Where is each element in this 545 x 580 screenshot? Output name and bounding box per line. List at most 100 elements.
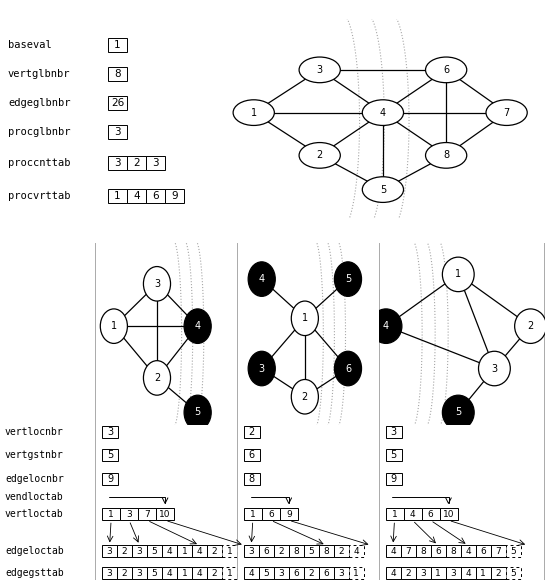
Text: 6: 6 (435, 547, 441, 556)
Bar (385, 450, 402, 461)
Text: 3: 3 (420, 569, 426, 578)
Text: 5: 5 (345, 274, 351, 284)
Bar (445, 567, 461, 579)
Bar (102, 567, 117, 579)
Text: 8: 8 (114, 69, 121, 79)
Circle shape (291, 379, 318, 414)
Bar (461, 545, 475, 557)
Text: 2: 2 (122, 569, 128, 578)
Bar (102, 508, 120, 520)
Text: vertglbnbr: vertglbnbr (8, 69, 70, 79)
Text: 2: 2 (405, 569, 411, 578)
Bar (147, 545, 162, 557)
Bar (319, 545, 334, 557)
Text: 8: 8 (443, 150, 449, 161)
Circle shape (370, 309, 402, 343)
Bar (259, 567, 274, 579)
Text: 9: 9 (390, 474, 397, 484)
Bar (102, 426, 118, 438)
Bar (108, 96, 127, 110)
Bar (475, 567, 490, 579)
Text: 7: 7 (495, 547, 501, 556)
Text: 1: 1 (227, 547, 233, 556)
Text: 1: 1 (353, 569, 359, 578)
Text: 1: 1 (455, 269, 461, 280)
Text: 1: 1 (111, 321, 117, 331)
Text: 3: 3 (126, 510, 132, 519)
Text: 1: 1 (480, 569, 486, 578)
Bar (244, 567, 259, 579)
Text: 6: 6 (428, 510, 433, 519)
Bar (415, 545, 431, 557)
Bar (421, 508, 439, 520)
Text: 2: 2 (338, 547, 344, 556)
Bar (280, 508, 298, 520)
Text: 3: 3 (137, 569, 142, 578)
Text: 5: 5 (195, 407, 201, 418)
Text: 1: 1 (114, 41, 121, 50)
Circle shape (184, 395, 211, 430)
Bar (132, 567, 147, 579)
Text: 4: 4 (197, 569, 202, 578)
Text: 5: 5 (380, 184, 386, 194)
Bar (192, 567, 207, 579)
Bar (207, 545, 222, 557)
Text: 2: 2 (446, 229, 453, 239)
Text: 5: 5 (263, 569, 269, 578)
Bar (304, 545, 319, 557)
Bar (120, 508, 138, 520)
Bar (385, 508, 403, 520)
Text: 3: 3 (107, 547, 112, 556)
Bar (431, 567, 445, 579)
Text: 4: 4 (133, 191, 140, 201)
Bar (334, 545, 349, 557)
Text: 2: 2 (212, 547, 217, 556)
Bar (162, 567, 177, 579)
Bar (177, 545, 192, 557)
Text: 4: 4 (195, 321, 201, 331)
Text: 9: 9 (286, 510, 292, 519)
Text: 1: 1 (251, 108, 257, 118)
Bar (385, 473, 402, 485)
Text: 9: 9 (171, 191, 178, 201)
Text: vertlocnbr: vertlocnbr (5, 427, 64, 437)
Text: procvrttab: procvrttab (8, 191, 70, 201)
Bar (289, 567, 304, 579)
Text: 2: 2 (528, 321, 534, 331)
Text: 1: 1 (305, 229, 311, 239)
Text: 4: 4 (383, 321, 389, 331)
Text: 5: 5 (152, 547, 158, 556)
Text: 3: 3 (107, 427, 113, 437)
Circle shape (426, 143, 467, 168)
Bar (259, 545, 274, 557)
Bar (165, 188, 184, 202)
Circle shape (248, 351, 275, 386)
Bar (108, 188, 127, 202)
Text: 6: 6 (152, 191, 159, 201)
Text: 2: 2 (154, 373, 160, 383)
Text: 4: 4 (197, 547, 202, 556)
Text: Duplicated data: Duplicated data (4, 4, 88, 15)
Text: 0: 0 (163, 229, 169, 239)
Text: 4: 4 (465, 569, 471, 578)
Text: vertgstnbr: vertgstnbr (5, 450, 64, 461)
Circle shape (299, 143, 340, 168)
Text: 4: 4 (259, 274, 265, 284)
Text: 10: 10 (159, 510, 171, 519)
Text: 5: 5 (510, 569, 516, 578)
Bar (162, 545, 177, 557)
Text: 4: 4 (390, 547, 396, 556)
Bar (274, 567, 289, 579)
Text: baseval: baseval (8, 41, 52, 50)
Bar (385, 545, 401, 557)
Text: 1: 1 (435, 569, 441, 578)
Text: 3: 3 (259, 364, 265, 374)
Text: 1: 1 (181, 547, 187, 556)
Circle shape (299, 57, 340, 83)
Text: 3: 3 (338, 569, 344, 578)
Text: 1: 1 (181, 569, 187, 578)
Bar (102, 473, 118, 485)
Text: 3: 3 (450, 569, 456, 578)
Bar (177, 567, 192, 579)
Bar (385, 426, 402, 438)
